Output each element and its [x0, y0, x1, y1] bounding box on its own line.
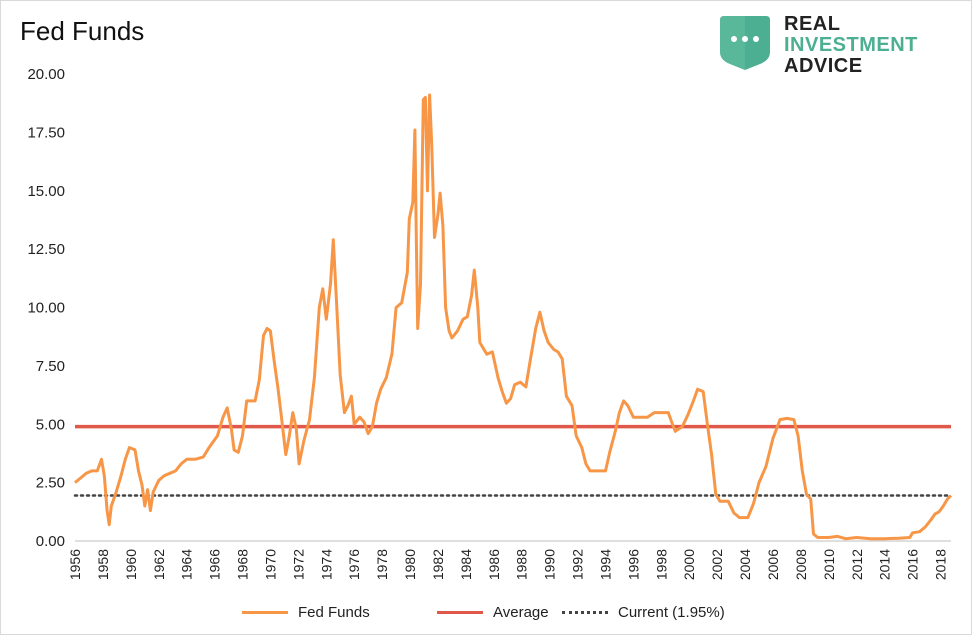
- x-tick-label: 2006: [765, 549, 781, 580]
- chart-plot: 0.00 2.50 5.00 7.50 10.00 12.50 15.00 17.50 20.0…: [27, 66, 953, 580]
- x-tick-label: 2016: [905, 549, 921, 580]
- x-tick-label: 2018: [933, 549, 949, 580]
- y-tick-label: 15.00: [27, 183, 65, 200]
- chart-title: Fed Funds: [20, 16, 145, 46]
- x-tick-label: 2008: [793, 549, 809, 580]
- x-tick-label: 1976: [346, 549, 362, 580]
- x-tick-label: 1992: [570, 549, 586, 580]
- y-tick-label: 10.00: [27, 300, 65, 317]
- x-tick-label: 2000: [681, 549, 697, 580]
- x-tick-label: 1968: [235, 549, 251, 580]
- y-tick-label: 17.50: [27, 124, 65, 141]
- legend-item: Fed Funds: [242, 600, 370, 624]
- legend-swatch: [242, 610, 288, 614]
- logo-word-advice: ADVICE: [784, 55, 863, 77]
- y-tick-label: 0.00: [36, 533, 65, 550]
- x-tick-label: 1978: [374, 549, 390, 580]
- x-tick-label: 1990: [542, 549, 558, 580]
- legend-swatch: [562, 610, 608, 614]
- legend-item: Current (1.95%): [562, 600, 725, 624]
- x-tick-label: 1984: [458, 549, 474, 580]
- x-tick-label: 1974: [318, 549, 334, 580]
- x-tick-label: 1982: [430, 549, 446, 580]
- x-tick-label: 1956: [67, 549, 83, 580]
- y-tick-label: 20.00: [27, 66, 65, 83]
- legend-label: Average: [493, 603, 549, 621]
- logo-word-investment: INVESTMENT: [784, 34, 918, 56]
- x-tick-label: 1980: [402, 549, 418, 580]
- x-tick-label: 1986: [486, 549, 502, 580]
- y-tick-label: 2.50: [36, 475, 65, 492]
- y-tick-label: 7.50: [36, 358, 65, 375]
- x-tick-label: 2014: [877, 549, 893, 580]
- legend-swatch: [437, 610, 483, 614]
- y-tick-label: 5.00: [36, 416, 65, 433]
- legend-label: Fed Funds: [298, 603, 370, 621]
- y-tick-label: 12.50: [27, 241, 65, 258]
- legend-item: Average: [437, 600, 549, 624]
- x-tick-label: 1972: [290, 549, 306, 580]
- logo-word-real: REAL: [784, 13, 841, 35]
- x-tick-label: 2010: [821, 549, 837, 580]
- speech-bubble-icon: [720, 16, 770, 70]
- x-tick-label: 2002: [709, 549, 725, 580]
- x-tick-label: 1998: [653, 549, 669, 580]
- real-investment-advice-logo: REAL INVESTMENT ADVICE: [714, 12, 944, 77]
- x-tick-label: 1994: [597, 549, 613, 580]
- x-tick-label: 1958: [95, 549, 111, 580]
- x-tick-label: 1960: [123, 549, 139, 580]
- x-tick-label: 2012: [849, 549, 865, 580]
- legend-label: Current (1.95%): [618, 603, 725, 621]
- chart-legend: Fed Funds Average Current (1.95%): [0, 600, 972, 624]
- x-tick-label: 2004: [737, 549, 753, 580]
- x-tick-label: 1962: [151, 549, 167, 580]
- x-tick-label: 1970: [262, 549, 278, 580]
- x-tick-label: 1988: [514, 549, 530, 580]
- fed-funds-line: [74, 93, 953, 541]
- x-tick-label: 1964: [179, 549, 195, 580]
- x-tick-label: 1966: [207, 549, 223, 580]
- x-tick-label: 1996: [625, 549, 641, 580]
